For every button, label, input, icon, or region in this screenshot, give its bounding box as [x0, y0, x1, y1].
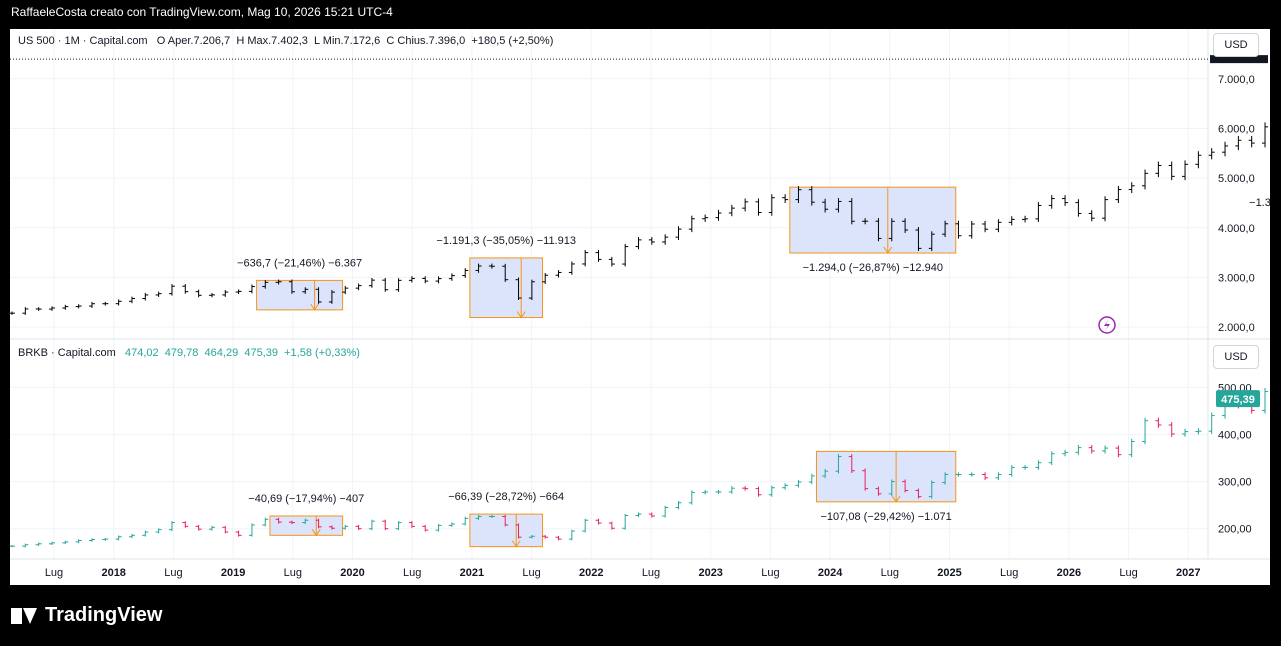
- tradingview-footer[interactable]: TradingView: [11, 604, 162, 627]
- bottom-open: 474,02: [124, 347, 159, 359]
- drawdown-label: −636,7 (−21,46%) −6.367: [237, 257, 362, 269]
- top-open-label: O: [156, 35, 166, 47]
- top-close-label: C: [386, 35, 395, 47]
- drawdown-box: [256, 279, 344, 311]
- x-tick-label: 2019: [221, 567, 245, 579]
- top-high: Max.7.402,3: [247, 35, 308, 47]
- bottom-high: 479,78: [164, 347, 199, 359]
- x-tick-label: Lug: [642, 567, 660, 579]
- top-close: Chius.7.396,0: [397, 35, 466, 47]
- x-tick-label: 2022: [579, 567, 603, 579]
- y-tick-label: 200,00: [1218, 524, 1252, 536]
- drawdown-box: [789, 186, 957, 254]
- bottom-price-tag: [1216, 390, 1260, 408]
- y-tick-label: 2.000,0: [1218, 322, 1255, 334]
- top-low: Min.7.172,6: [322, 35, 381, 47]
- y-tick-label: 300,00: [1218, 477, 1252, 489]
- x-tick-label: Lug: [403, 567, 421, 579]
- x-tick-label: Lug: [164, 567, 182, 579]
- drawdown-box: [269, 515, 344, 536]
- drawdown-label: −40,69 (−17,94%) −407: [248, 493, 364, 505]
- x-tick-label: 2023: [698, 567, 722, 579]
- bottom-low: 464,29: [204, 347, 239, 359]
- chart-header: RaffaeleCosta creato con TradingView.com…: [11, 5, 393, 19]
- x-tick-label: Lug: [881, 567, 899, 579]
- drawdown-label: −1.355,6 (−21,89%) −13.556: [1249, 197, 1270, 209]
- x-tick-label: Lug: [45, 567, 63, 579]
- top-currency-button[interactable]: USD: [1213, 33, 1259, 57]
- x-tick-label: Lug: [761, 567, 779, 579]
- drawdown-box: [469, 257, 544, 319]
- bottom-currency-button[interactable]: USD: [1213, 345, 1259, 369]
- drawdown-arrowhead: [883, 246, 893, 254]
- bottom-close: 475,39: [244, 347, 278, 359]
- bottom-symbol: BRKB · Capital.com: [18, 347, 116, 359]
- x-tick-label: 2026: [1057, 567, 1081, 579]
- drawdown-arrowhead: [310, 303, 320, 311]
- y-tick-label: 6.000,0: [1218, 123, 1255, 135]
- drawdown-arrowhead: [511, 540, 521, 548]
- x-tick-label: 2024: [818, 567, 843, 579]
- x-tick-label: 2027: [1176, 567, 1200, 579]
- x-tick-label: Lug: [1000, 567, 1018, 579]
- y-tick-label: 400,00: [1218, 429, 1252, 441]
- x-tick-label: 2021: [460, 567, 484, 579]
- bottom-legend: BRKB · Capital.com 474,02 479,78 464,29 …: [18, 347, 360, 359]
- lightning-bolt-icon: [1104, 319, 1110, 331]
- drawdown-box: [469, 513, 544, 548]
- y-tick-label: 3.000,0: [1218, 272, 1255, 284]
- top-legend: US 500 · 1M · Capital.com O Aper.7.206,7…: [18, 35, 553, 47]
- drawdown-arrowhead: [516, 311, 526, 319]
- x-tick-label: 2020: [340, 567, 364, 579]
- drawdown-arrowhead: [311, 529, 321, 537]
- tradingview-logo-icon: [11, 607, 37, 624]
- drawdown-label: −107,08 (−29,42%) −1.071: [821, 511, 952, 523]
- top-high-label: H: [236, 35, 245, 47]
- x-tick-label: 2018: [101, 567, 125, 579]
- top-change: +180,5 (+2,50%): [471, 35, 554, 47]
- bottom-price-tag-text: 475,39: [1221, 394, 1255, 406]
- drawdown-label: −1.294,0 (−26,87%) −12.940: [803, 262, 943, 274]
- drawdown-arrowhead: [891, 495, 901, 503]
- y-tick-label: 5.000,0: [1218, 173, 1255, 185]
- chart-panel[interactable]: 7.000,0 6.000,0 5.000,0 4.000,0 3.000,0 2.000…: [10, 29, 1270, 585]
- x-tick-label: Lug: [522, 567, 540, 579]
- drawdown-label: −66,39 (−28,72%) −664: [448, 491, 564, 503]
- last-price-tag: [1210, 55, 1268, 64]
- y-tick-label: 4.000,0: [1218, 223, 1255, 235]
- tradingview-brand: TradingView: [45, 604, 163, 626]
- bottom-change: +1,58 (+0,33%): [284, 347, 360, 359]
- x-tick-label: 2025: [937, 567, 961, 579]
- x-tick-label: Lug: [1119, 567, 1137, 579]
- drawdown-box: [815, 450, 957, 503]
- top-low-label: L: [314, 35, 320, 47]
- y-tick-label: 7.000,0: [1218, 74, 1255, 86]
- top-open: Aper.7.206,7: [167, 35, 231, 47]
- x-tick-label: Lug: [284, 567, 302, 579]
- drawdown-label: −1.191,3 (−35,05%) −11.913: [436, 235, 576, 247]
- chart-svg[interactable]: 7.000,0 6.000,0 5.000,0 4.000,0 3.000,0 2.000…: [10, 29, 1270, 585]
- top-symbol: US 500 · 1M · Capital.com: [18, 35, 148, 47]
